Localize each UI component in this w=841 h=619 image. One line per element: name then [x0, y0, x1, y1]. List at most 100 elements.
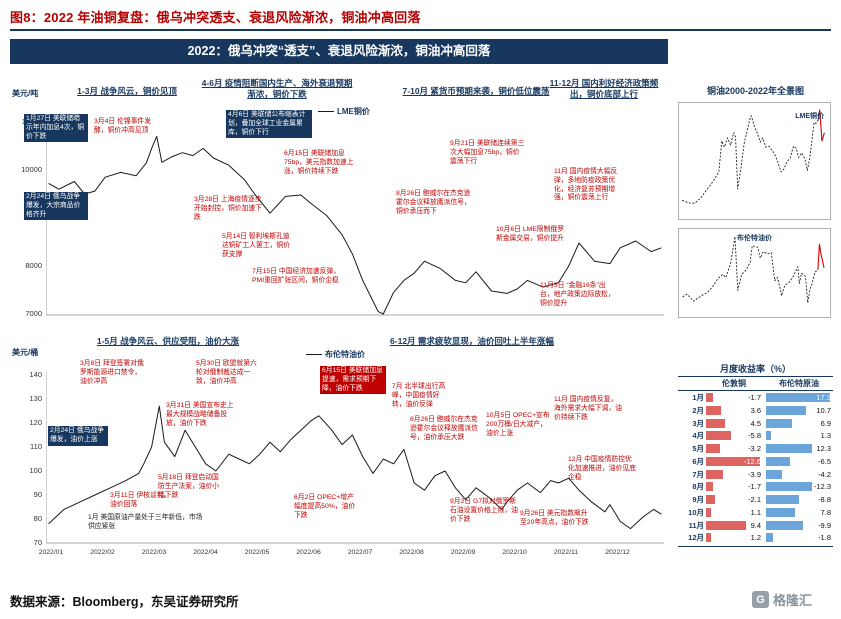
returns-table-cell: -12.6	[706, 456, 762, 467]
returns-table-month: 3月	[692, 418, 704, 428]
copper-annotation: 8月26日 鲍威尔在杰克逊霍尔会议释放鹰派信号，铜价承压而下	[396, 190, 471, 215]
returns-table-bar	[706, 405, 722, 415]
oil-phase-header: 1-5月 战争风云、供应受阻，油价大涨	[96, 336, 240, 346]
copper-annotation: 6月15日 美联储加息75bp，美元指数加速上涨，铜价持续下跌	[284, 150, 354, 175]
returns-table-bar	[706, 469, 723, 479]
returns-table-month: 4月	[692, 431, 704, 441]
returns-table-value: -1.8	[818, 533, 831, 543]
oil-x-tick-label: 2022/03	[141, 549, 167, 556]
returns-table-value: -1.7	[748, 482, 761, 492]
oil-y-tick-label: 120	[29, 418, 42, 427]
returns-table-value: 1.2	[750, 533, 761, 543]
side-panel-title: 铜油2000-2022年全景图	[706, 86, 805, 96]
returns-table-cell: 1.3	[766, 430, 832, 441]
returns-table-bar	[766, 418, 792, 428]
mini-oil-chart-box: 布伦特油价	[678, 228, 831, 318]
returns-table-value: 1.1	[750, 507, 761, 517]
returns-table-value: 7.8	[820, 507, 831, 517]
returns-table-bar	[766, 469, 782, 479]
copper-y-axis-unit: 美元/吨	[12, 89, 39, 98]
returns-table-bar	[706, 495, 715, 504]
returns-table-cell: 6.9	[766, 418, 832, 429]
returns-table-value: 4.5	[750, 418, 761, 428]
returns-table-bar	[766, 431, 771, 441]
returns-table-cell: 3.6	[706, 405, 762, 416]
returns-table-bar	[766, 533, 773, 543]
returns-table-cell: -3.9	[706, 469, 762, 480]
returns-table-value: -3.9	[748, 469, 761, 479]
oil-x-tick-label: 2022/07	[347, 549, 373, 556]
returns-table-value: 10.7	[816, 405, 831, 415]
oil-annotation: 9月2日 G7拟对俄罗斯石油设置价格上限，油价下跌	[450, 498, 518, 523]
copper-phase-header: 4-6月 疫情阻断国内生产、海外衰退预期渐浓，铜价下跌	[201, 78, 353, 99]
returns-table-col-copper: 伦敦铜	[722, 379, 746, 388]
returns-table-value: -4.2	[818, 469, 831, 479]
oil-legend: 布伦特油价	[306, 349, 365, 360]
returns-table-col-brent: 布伦特原油	[779, 379, 819, 388]
copper-phase-header: 1-3月 战争风云，铜价见顶	[77, 86, 177, 96]
mini-oil-chart	[682, 236, 825, 304]
copper-phase-header: 7-10月 紧货币预期来袭，铜价低位震荡	[402, 86, 550, 96]
returns-table-cell: -2.1	[706, 494, 762, 505]
returns-table-cell: 12.3	[766, 443, 832, 454]
oil-y-tick-label: 130	[29, 394, 42, 403]
oil-y-tick-label: 110	[30, 442, 42, 451]
returns-table-month: 8月	[692, 482, 704, 492]
returns-table-month: 9月	[692, 495, 704, 504]
returns-table-cell: -4.2	[766, 469, 832, 480]
oil-x-tick-label: 2022/10	[502, 549, 527, 556]
returns-table-bar	[706, 533, 712, 543]
returns-table-month: 2月	[692, 405, 704, 415]
returns-table-bar	[706, 507, 711, 517]
returns-table-border-bottom	[678, 546, 833, 548]
oil-x-tick-label: 2022/01	[38, 549, 64, 556]
oil-annotation: 6月2日 OPEC+增产幅度提高50%，油价下跌	[294, 494, 356, 519]
oil-x-tick-label: 2022/09	[450, 549, 476, 556]
returns-table-cell: -3.2	[706, 443, 762, 454]
banner-title: 2022：俄乌冲突“透支”、衰退风险渐浓，铜油冲高回落	[10, 39, 668, 64]
returns-table-bar	[706, 520, 747, 530]
returns-table-bar	[766, 520, 803, 530]
returns-table-bar	[766, 456, 790, 466]
copper-legend-label: LME铜价	[337, 107, 370, 116]
returns-table-cell: -5.8	[706, 430, 762, 441]
returns-table-value: -1.7	[748, 393, 761, 402]
returns-table-month: 11月	[688, 520, 704, 530]
copper-y-tick-label: 8000	[25, 261, 42, 270]
mini-oil-label: 布伦特油价	[737, 235, 772, 242]
copper-annotation: 3月28日 上海疫情逐步开始封控，铜价加速下跌	[194, 196, 262, 221]
oil-legend-line-icon	[306, 354, 322, 355]
returns-table-value: -5.8	[748, 431, 761, 441]
oil-annotation: 3月11日 伊核谈判，油价回落	[110, 492, 171, 508]
returns-table-bar	[766, 482, 812, 492]
returns-table-month: 1月	[692, 393, 704, 402]
returns-table-cell: 4.5	[706, 418, 762, 429]
copper-annotation: 10月6日 LME限制俄罗斯金属交易，铜价提升	[496, 226, 564, 242]
copper-y-tick-label: 10000	[21, 165, 42, 174]
mini-oil-history-line	[682, 236, 819, 304]
oil-annotation: 9月26日 美元指数飙升至20年高点，油价下跌	[520, 510, 589, 526]
returns-table-value: -6.5	[818, 456, 831, 466]
oil-annotation: 6月15日 美联储加息提速，需求预期下降，油价下跌	[320, 366, 386, 395]
returns-table-value: 12.3	[816, 444, 831, 453]
gelonghui-logo: G 格隆汇	[752, 590, 812, 609]
mini-copper-chart	[682, 109, 825, 204]
returns-table-bar	[706, 393, 714, 402]
oil-x-tick-label: 2022/05	[244, 549, 270, 556]
returns-table-bar	[766, 444, 812, 453]
copper-legend-line-icon	[318, 111, 334, 112]
oil-x-tick-label: 2022/04	[193, 549, 218, 556]
oil-annotation: 3月31日 美国宣布史上最大规模战略储备投放，油价下跌	[166, 402, 234, 427]
data-source: 数据来源：Bloomberg，东吴证券研究所	[10, 595, 239, 609]
returns-table-cell: -8.8	[766, 494, 832, 505]
returns-table-value: -9.9	[818, 520, 831, 530]
returns-table-bar	[706, 456, 760, 466]
mini-copper-history-line	[682, 115, 819, 204]
oil-annotation: 5月18日 拜登启动国防生产法案，油价小幅下跌	[158, 474, 220, 499]
title-divider	[10, 29, 831, 31]
gelonghui-logo-icon: G	[752, 591, 769, 608]
oil-x-tick-label: 2022/11	[553, 549, 579, 556]
oil-annotation: 12月 中国疫情防控优化加速推进，油价见底企稳	[568, 456, 636, 481]
returns-table-cell: -6.5	[766, 456, 832, 467]
